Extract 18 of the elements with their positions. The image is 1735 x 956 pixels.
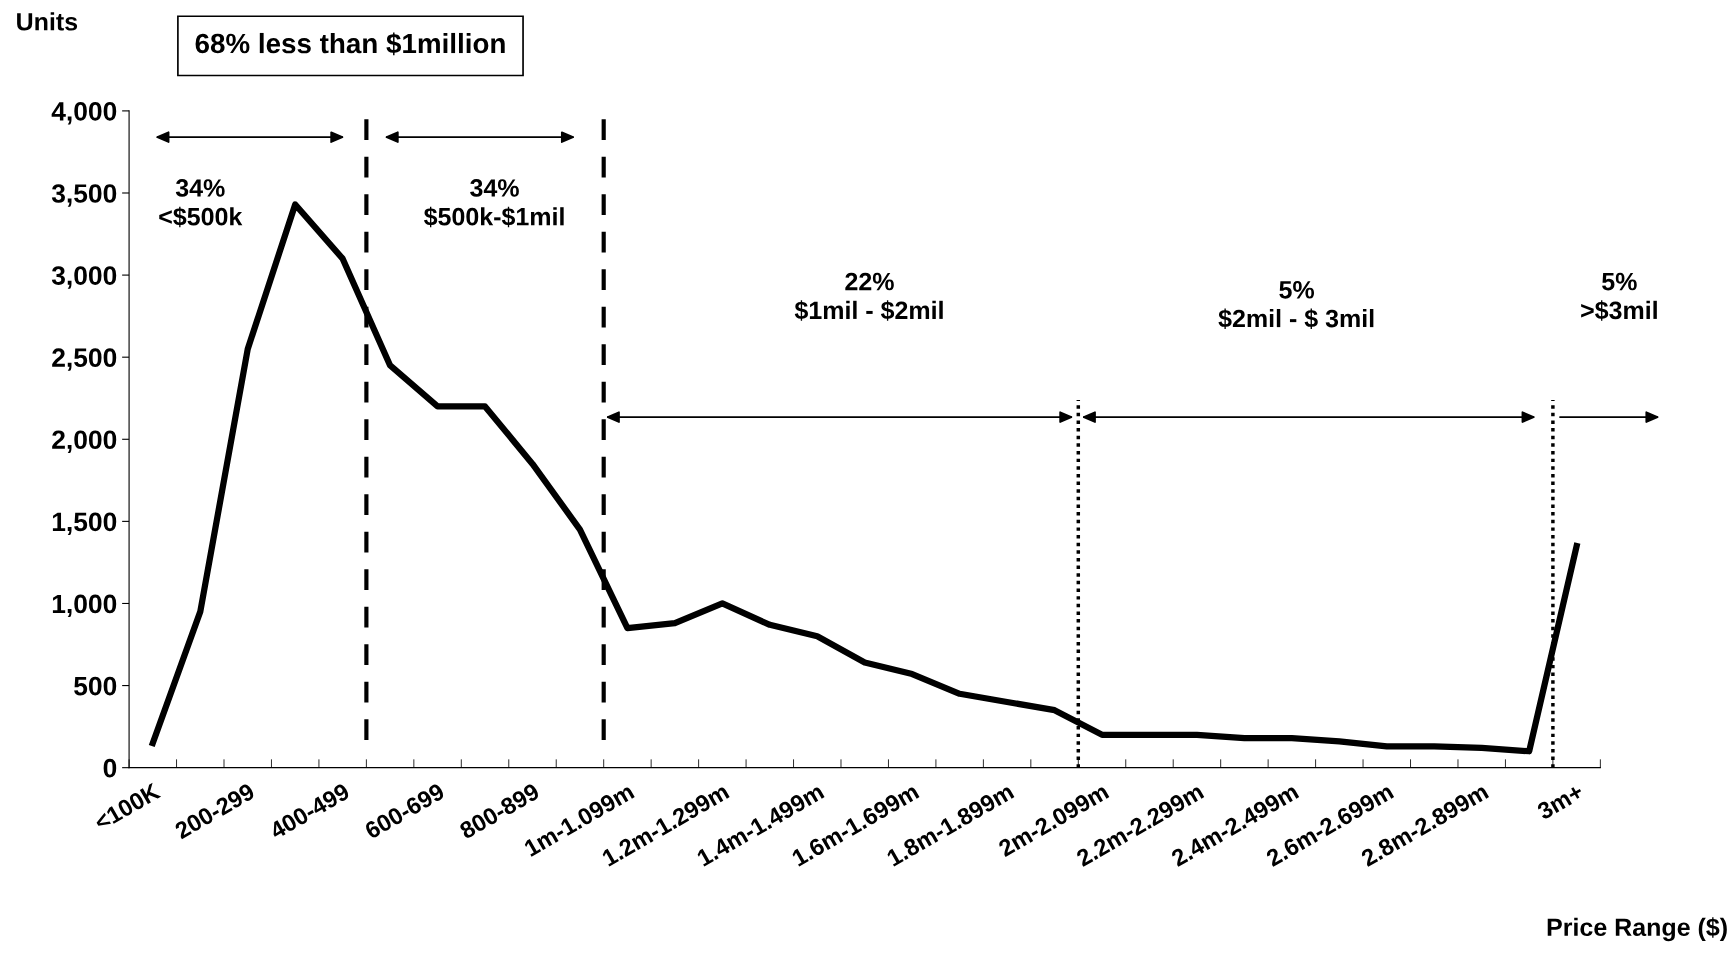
y-tick-label: 0 — [103, 758, 117, 778]
annotation: 22% $1mil - $2mil — [794, 272, 943, 321]
y-tick-label: 2,500 — [52, 348, 117, 371]
y-tick-label: 4,000 — [51, 102, 117, 125]
annotation: 5% $2mil - $ 3mil — [1218, 280, 1374, 329]
y-axis-title: Units — [17, 12, 78, 31]
x-tick-label: 3m+ — [1535, 782, 1585, 821]
annotation: 34% $500k-$1mil — [423, 179, 564, 228]
y-tick-label: 3,000 — [51, 266, 117, 289]
y-tick-label: 1,500 — [52, 512, 117, 536]
chart-title: 68% less than $1million — [195, 32, 505, 56]
y-tick-label: 1,000 — [52, 594, 117, 618]
annotation: 5% >$3mil — [1581, 272, 1657, 321]
y-tick-label: 3,500 — [51, 184, 117, 207]
x-axis-title: Price Range ($) — [1547, 917, 1727, 942]
y-tick-label: 2,000 — [52, 430, 117, 453]
y-tick-label: 500 — [74, 676, 117, 696]
annotation: 34% <$500k — [159, 179, 243, 228]
